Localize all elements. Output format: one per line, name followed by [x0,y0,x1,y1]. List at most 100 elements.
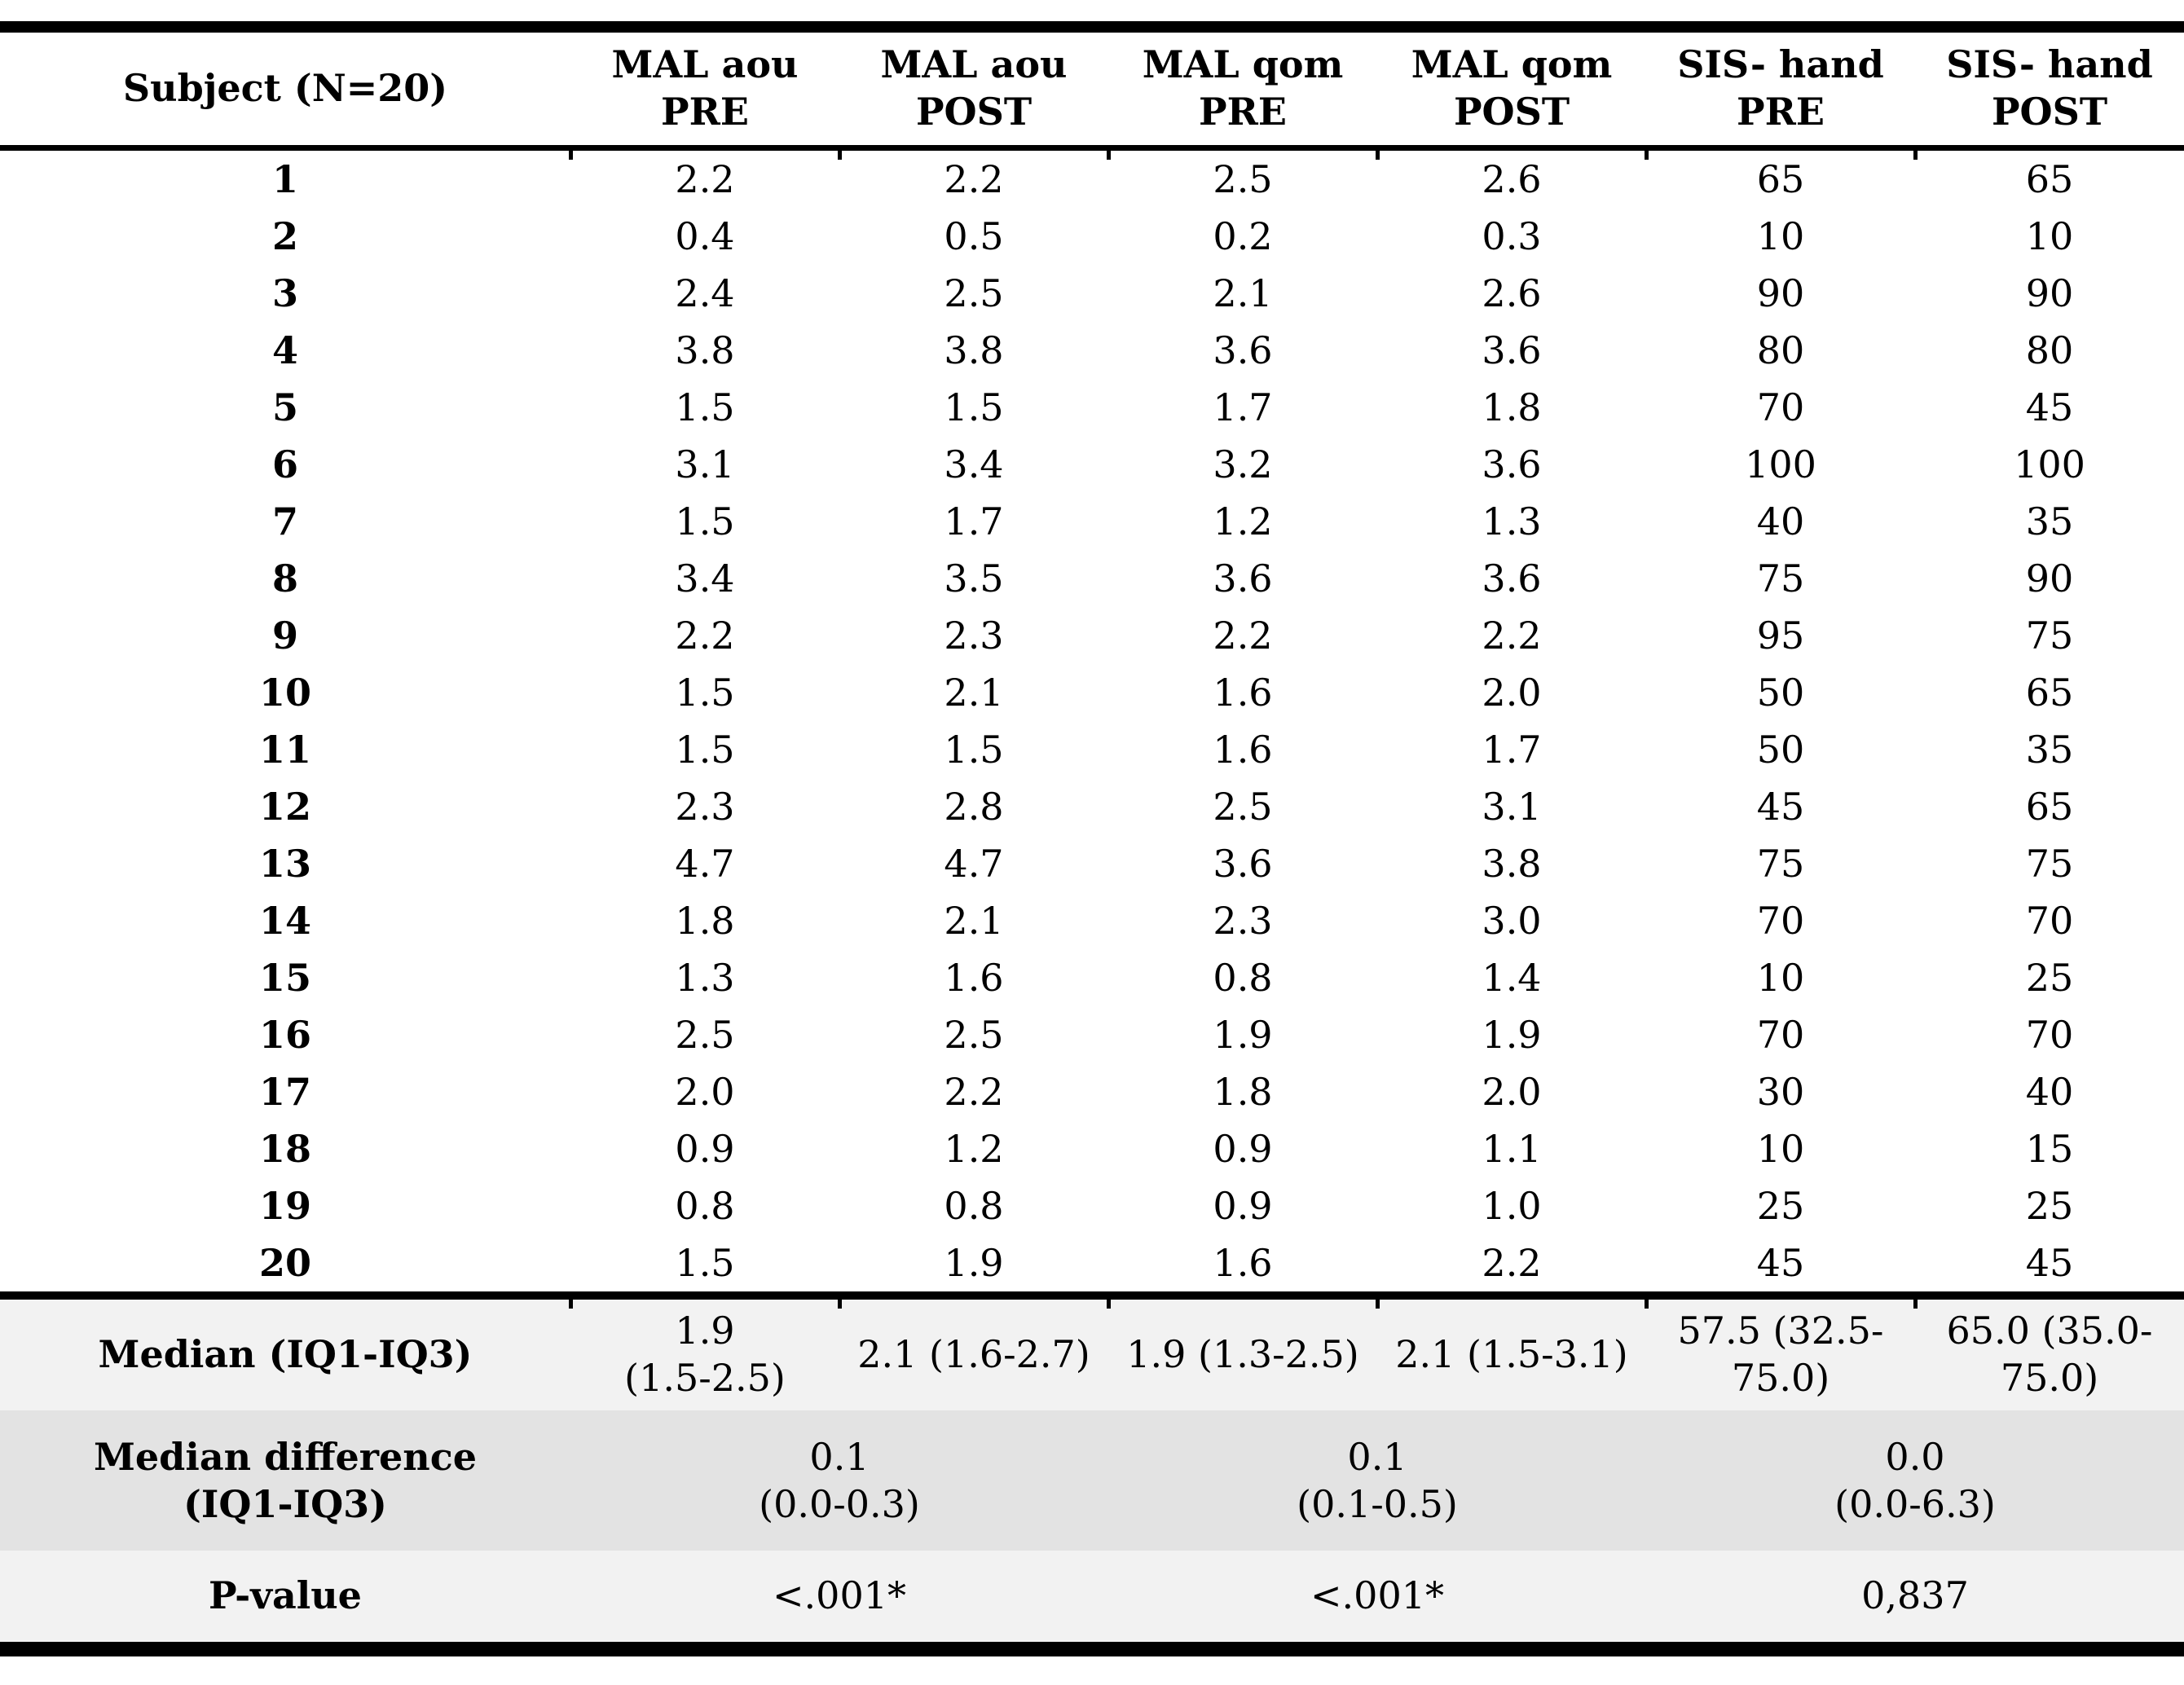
median-difference-mal-aou: 0.1 (0.0-0.3) [570,1410,1108,1551]
value-cell: 90 [2025,557,2074,601]
value-cell: 25 [2025,956,2074,1000]
column-boundary-tick [1913,151,1918,160]
value-cell: 1.6 [1213,671,1273,715]
value-cell: 0.4 [675,214,735,258]
value-cell: 35 [2025,499,2074,543]
value-cell: 65 [1756,157,1805,201]
value-cell: 15 [2025,1127,2074,1171]
value-cell: 1.5 [944,728,1004,772]
subject-cell: 15 [258,956,311,1000]
subject-cell: 11 [258,728,311,772]
median-difference-mal-qom: 0.1 (0.1-0.5) [1108,1410,1646,1551]
header-subject: Subject (N=20) [0,33,570,151]
value-cell: 2.1 [1213,271,1273,315]
value-cell: 1.5 [675,728,735,772]
value-cell: 3.1 [1482,785,1542,829]
subject-cell: 9 [271,614,298,658]
value-cell: 1.9 [1213,1013,1273,1057]
value-cell: 2.3 [675,785,735,829]
table-bottom-rule [0,1642,2184,1656]
value-cell: 10 [2025,214,2074,258]
value-cell: 2.0 [1482,671,1542,715]
subject-cell: 10 [258,671,311,715]
value-cell: 1.9 [1482,1013,1542,1057]
value-cell: 1.8 [1482,385,1542,429]
value-cell: 1.4 [1482,956,1542,1000]
subject-cell: 8 [271,557,298,601]
value-cell: 0.9 [1213,1127,1273,1171]
median-sis-hand-post: 65.0 (35.0- 75.0) [1915,1291,2184,1410]
table-row: 13 4.7 4.7 3.6 3.8 75 75 [0,835,2184,892]
table-row: 10 1.5 2.1 1.6 2.0 50 65 [0,664,2184,721]
value-cell: 10 [1756,956,1805,1000]
value-cell: 2.2 [1482,1241,1542,1285]
table-row: 5 1.5 1.5 1.7 1.8 70 45 [0,379,2184,436]
table-row: 14 1.8 2.1 2.3 3.0 70 70 [0,892,2184,949]
value-cell: 1.3 [1482,499,1542,543]
value-cell: 2.5 [1213,785,1273,829]
value-cell: 90 [1756,271,1805,315]
value-cell: 2.5 [944,271,1004,315]
value-cell: 3.6 [1213,557,1273,601]
subject-cell: 4 [271,328,298,372]
subject-cell: 1 [271,157,298,201]
value-cell: 70 [1756,899,1805,943]
value-cell: 70 [1756,385,1805,429]
value-cell: 1.2 [944,1127,1004,1171]
table-row: 16 2.5 2.5 1.9 1.9 70 70 [0,1006,2184,1063]
table-row: 15 1.3 1.6 0.8 1.4 10 25 [0,949,2184,1006]
value-cell: 3.6 [1482,442,1542,486]
value-cell: 25 [2025,1184,2074,1228]
value-cell: 3.0 [1482,899,1542,943]
subject-cell: 17 [258,1070,311,1114]
subject-cell: 6 [271,442,298,486]
median-mal-qom-post: 2.1 (1.5-3.1) [1377,1291,1646,1410]
subject-cell: 13 [258,842,311,886]
value-cell: 40 [1756,499,1805,543]
p-value-row: P-value <.001* <.001* 0,837 [0,1551,2184,1642]
median-label: Median (IQ1-IQ3) [0,1291,570,1410]
value-cell: 2.2 [944,157,1004,201]
subject-cell: 3 [271,271,298,315]
value-cell: 3.4 [944,442,1004,486]
header-row: Subject (N=20) MAL aou PRE MAL aou POST … [0,33,2184,151]
value-cell: 2.6 [1482,271,1542,315]
value-cell: 10 [1756,1127,1805,1171]
median-difference-row: Median difference (IQ1-IQ3) 0.1 (0.0-0.3… [0,1410,2184,1551]
value-cell: 1.5 [675,499,735,543]
value-cell: 3.8 [944,328,1004,372]
value-cell: 100 [2014,442,2085,486]
value-cell: 1.7 [1213,385,1273,429]
header-mal-aou-pre: MAL aou PRE [570,33,839,151]
table-body: 1 2.2 2.2 2.5 2.6 65 65 2 0.4 0.5 0.2 0.… [0,148,2184,1296]
value-cell: 1.6 [1213,728,1273,772]
value-cell: 2.0 [1482,1070,1542,1114]
column-boundary-tick [1107,1300,1111,1309]
value-cell: 0.9 [675,1127,735,1171]
value-cell: 75 [1756,557,1805,601]
value-cell: 3.6 [1213,328,1273,372]
subject-cell: 2 [271,214,298,258]
value-cell: 1.5 [675,1241,735,1285]
value-cell: 2.5 [675,1013,735,1057]
value-cell: 95 [1756,614,1805,658]
subject-cell: 18 [258,1127,311,1171]
value-cell: 2.2 [675,614,735,658]
table-row: 2 0.4 0.5 0.2 0.3 10 10 [0,208,2184,265]
value-cell: 65 [2025,785,2074,829]
results-table: Subject (N=20) MAL aou PRE MAL aou POST … [0,33,2184,1642]
table-top-rule [0,21,2184,33]
value-cell: 1.5 [944,385,1004,429]
value-cell: 75 [2025,842,2074,886]
column-boundary-tick [569,151,573,160]
column-boundary-tick [1645,1300,1649,1309]
p-value-sis-hand: 0,837 [1646,1551,2184,1642]
table-row: 3 2.4 2.5 2.1 2.6 90 90 [0,265,2184,322]
value-cell: 1.0 [1482,1184,1542,1228]
value-cell: 1.5 [675,671,735,715]
value-cell: 2.5 [944,1013,1004,1057]
value-cell: 3.4 [675,557,735,601]
table-row: 17 2.0 2.2 1.8 2.0 30 40 [0,1063,2184,1120]
value-cell: 2.3 [944,614,1004,658]
column-boundary-tick [1645,151,1649,160]
